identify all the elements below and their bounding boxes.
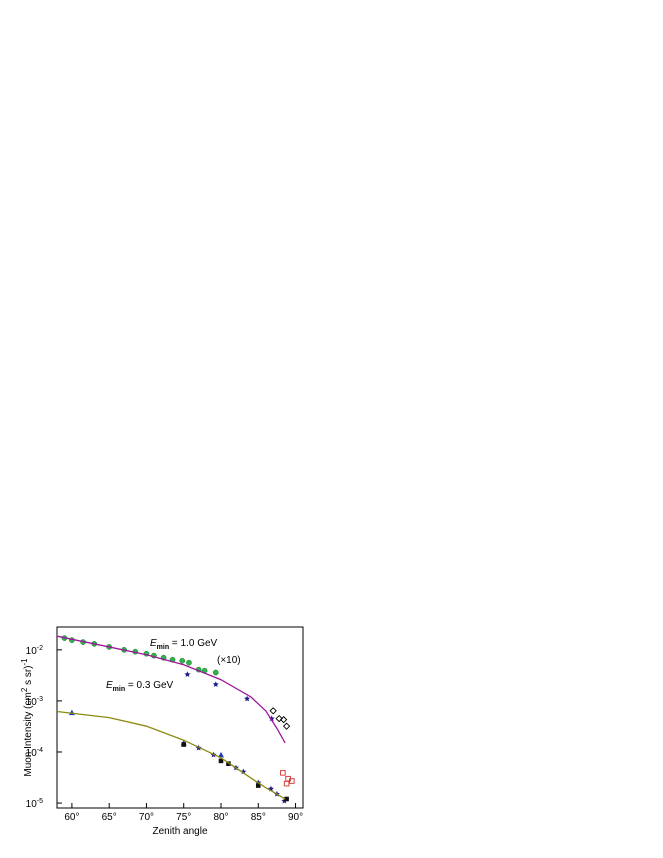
marker xyxy=(282,722,291,730)
marker xyxy=(284,796,289,802)
y-tick-exponent: -5 xyxy=(37,798,43,805)
x-tick-label: 90° xyxy=(288,812,303,823)
marker xyxy=(280,770,286,776)
annotation-sub: min xyxy=(113,686,125,693)
marker xyxy=(269,707,277,715)
annotation-text: (×10) xyxy=(217,655,241,666)
curve xyxy=(56,635,286,744)
marker xyxy=(218,751,224,758)
y-label-main: Muon Intensity (cm xyxy=(23,692,34,776)
marker xyxy=(218,758,224,764)
annotation-sub: min xyxy=(157,644,169,651)
marker xyxy=(289,778,295,784)
y-tick-base: 10 xyxy=(26,697,38,708)
annotation-rest: = 0.3 GeV xyxy=(125,680,173,691)
y-label-sup: -1 xyxy=(20,658,29,666)
marker xyxy=(283,780,290,787)
annotation: Emin = 0.3 GeV xyxy=(106,680,174,693)
marker xyxy=(68,709,75,716)
marker xyxy=(226,761,231,766)
marker xyxy=(268,715,275,722)
x-tick-label: 80° xyxy=(213,812,228,823)
y-tick-label: 10-4 xyxy=(26,747,43,759)
plot-frame xyxy=(56,626,304,809)
y-tick-base: 10 xyxy=(26,646,38,657)
marker xyxy=(279,715,288,724)
x-tick-label: 85° xyxy=(251,812,266,823)
annotation: Emin = 1.0 GeV xyxy=(150,638,218,651)
x-axis-label: Zenith angle xyxy=(152,826,207,837)
y-tick-label: 10-3 xyxy=(26,696,43,708)
y-axis-label: Muon Intensity (cm2 s sr)-1 xyxy=(20,658,34,777)
marker xyxy=(179,657,186,664)
marker xyxy=(186,659,192,666)
y-tick-exponent: -3 xyxy=(37,696,43,703)
marker xyxy=(212,669,219,676)
marker xyxy=(181,742,187,747)
y-tick-base: 10 xyxy=(26,799,38,810)
y-tick-exponent: -4 xyxy=(37,747,43,754)
x-tick-label: 70° xyxy=(139,812,154,823)
y-tick-exponent: -2 xyxy=(37,645,43,652)
marker xyxy=(240,768,247,775)
annotation-rest: = 1.0 GeV xyxy=(169,638,217,649)
y-tick-base: 10 xyxy=(26,748,38,759)
annotation: (×10) xyxy=(217,655,241,666)
x-tick-label: 75° xyxy=(176,812,191,823)
x-tick-label: 65° xyxy=(102,812,117,823)
marker xyxy=(212,681,219,688)
marker xyxy=(255,783,261,788)
curve xyxy=(56,710,286,800)
marker xyxy=(184,671,191,678)
y-label-sup: 2 xyxy=(20,687,29,692)
marker xyxy=(244,695,251,702)
marker xyxy=(275,714,283,723)
x-tick-label: 60° xyxy=(64,812,79,823)
y-label-mid: s sr) xyxy=(23,665,34,687)
y-tick-label: 10-2 xyxy=(26,645,43,657)
annotation-base: E xyxy=(150,638,157,649)
y-tick-label: 10-5 xyxy=(26,798,43,810)
annotation-base: E xyxy=(106,680,113,691)
